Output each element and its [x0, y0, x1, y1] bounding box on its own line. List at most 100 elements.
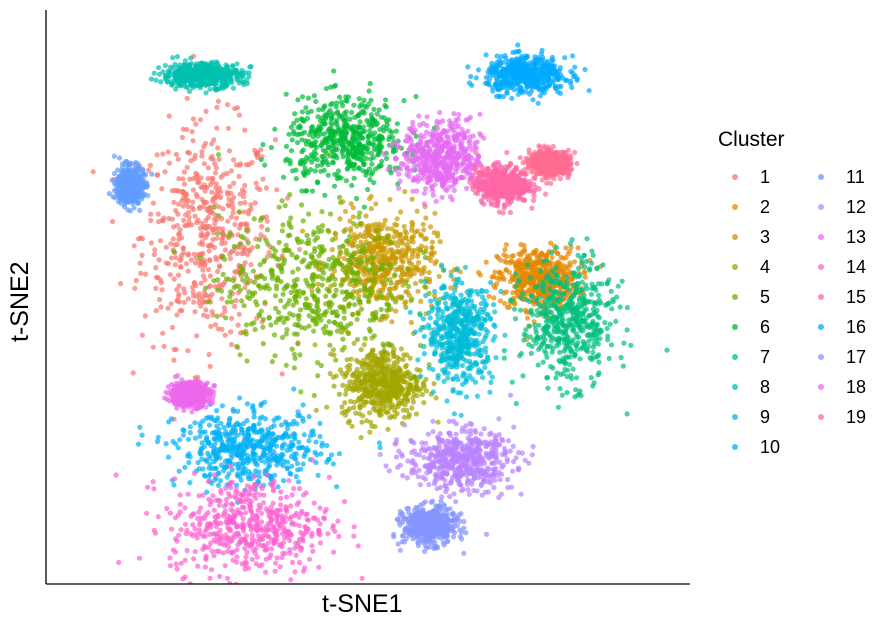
point-cluster-3	[393, 282, 399, 288]
point-cluster-9	[454, 346, 460, 352]
point-cluster-8	[210, 80, 216, 86]
point-cluster-1	[201, 312, 207, 318]
point-cluster-5	[280, 291, 286, 297]
point-cluster-6	[311, 93, 317, 99]
point-cluster-5	[223, 276, 230, 282]
point-cluster-5	[223, 315, 229, 321]
point-cluster-7	[608, 288, 614, 294]
point-cluster-7	[586, 266, 593, 272]
point-cluster-1	[257, 187, 263, 193]
point-cluster-7	[579, 317, 585, 323]
point-cluster-10	[171, 482, 177, 488]
point-cluster-6	[413, 93, 419, 100]
point-cluster-9	[488, 379, 494, 385]
point-cluster-7	[540, 359, 546, 365]
point-cluster-5	[231, 284, 237, 291]
point-cluster-9	[450, 292, 456, 298]
point-cluster-7	[594, 265, 600, 271]
point-cluster-8	[241, 79, 247, 85]
point-cluster-10	[187, 480, 193, 486]
point-cluster-1	[219, 312, 225, 318]
point-cluster-1	[191, 251, 197, 257]
point-cluster-9	[478, 369, 484, 375]
point-cluster-1	[190, 199, 196, 205]
point-cluster-2	[486, 293, 492, 299]
point-cluster-1	[185, 348, 191, 354]
point-cluster-7	[589, 285, 595, 292]
point-cluster-1	[209, 309, 215, 315]
point-cluster-9	[432, 349, 438, 355]
point-cluster-6	[299, 94, 306, 100]
point-cluster-9	[459, 373, 466, 379]
point-cluster-6	[367, 80, 373, 87]
point-cluster-1	[211, 137, 217, 143]
point-cluster-3	[366, 196, 373, 202]
point-cluster-5	[367, 328, 373, 334]
point-cluster-6	[334, 109, 341, 115]
point-cluster-6	[294, 140, 301, 146]
point-cluster-1	[139, 252, 145, 258]
point-cluster-1	[153, 265, 159, 271]
point-cluster-7	[606, 355, 612, 362]
point-cluster-6	[306, 132, 313, 138]
point-cluster-1	[248, 206, 254, 212]
point-cluster-7	[545, 272, 551, 278]
point-cluster-5	[291, 283, 297, 289]
point-cluster-5	[306, 240, 312, 247]
point-cluster-5	[295, 313, 301, 319]
point-cluster-3	[401, 223, 407, 229]
point-cluster-1	[228, 329, 234, 335]
point-cluster-7	[525, 262, 531, 268]
point-cluster-10	[139, 432, 145, 438]
point-cluster-6	[320, 107, 326, 113]
point-cluster-4	[372, 407, 378, 413]
point-cluster-3	[448, 285, 454, 291]
point-cluster-9	[460, 381, 466, 387]
point-cluster-1	[225, 102, 231, 108]
point-cluster-2	[501, 252, 507, 258]
point-cluster-3	[436, 273, 442, 279]
point-cluster-1	[133, 277, 139, 284]
point-cluster-1	[216, 204, 222, 210]
point-cluster-9	[444, 398, 450, 404]
point-cluster-8	[198, 72, 205, 78]
point-cluster-5	[304, 280, 310, 286]
point-cluster-5	[282, 203, 288, 209]
point-cluster-6	[344, 130, 350, 136]
point-cluster-1	[237, 162, 243, 168]
point-cluster-9	[491, 302, 497, 308]
point-cluster-6	[375, 152, 381, 158]
point-cluster-9	[478, 347, 484, 353]
point-cluster-1	[198, 184, 204, 190]
point-cluster-9	[488, 279, 494, 286]
point-cluster-7	[550, 365, 556, 371]
point-cluster-4	[404, 352, 410, 358]
point-cluster-6	[345, 158, 351, 164]
point-cluster-5	[202, 285, 208, 291]
point-cluster-6	[351, 175, 357, 181]
point-cluster-5	[307, 302, 313, 308]
point-cluster-1	[181, 217, 187, 223]
point-cluster-1	[130, 370, 136, 376]
point-cluster-9	[427, 315, 433, 321]
point-cluster-8	[203, 90, 209, 96]
point-cluster-5	[310, 272, 316, 278]
point-cluster-5	[379, 313, 386, 320]
point-cluster-6	[389, 129, 395, 135]
point-cluster-1	[190, 176, 196, 182]
point-cluster-2	[567, 260, 573, 266]
point-cluster-9	[407, 309, 413, 315]
point-cluster-7	[555, 404, 562, 410]
point-cluster-4	[331, 352, 337, 358]
point-cluster-6	[322, 192, 328, 198]
point-cluster-5	[298, 202, 305, 208]
point-cluster-4	[324, 404, 330, 410]
point-cluster-10	[301, 432, 307, 438]
point-cluster-2	[504, 304, 511, 310]
point-cluster-1	[175, 272, 182, 278]
point-cluster-5	[316, 253, 322, 259]
point-cluster-6	[359, 157, 365, 163]
point-cluster-3	[433, 258, 439, 264]
point-cluster-1	[202, 277, 208, 283]
point-cluster-9	[468, 337, 474, 343]
